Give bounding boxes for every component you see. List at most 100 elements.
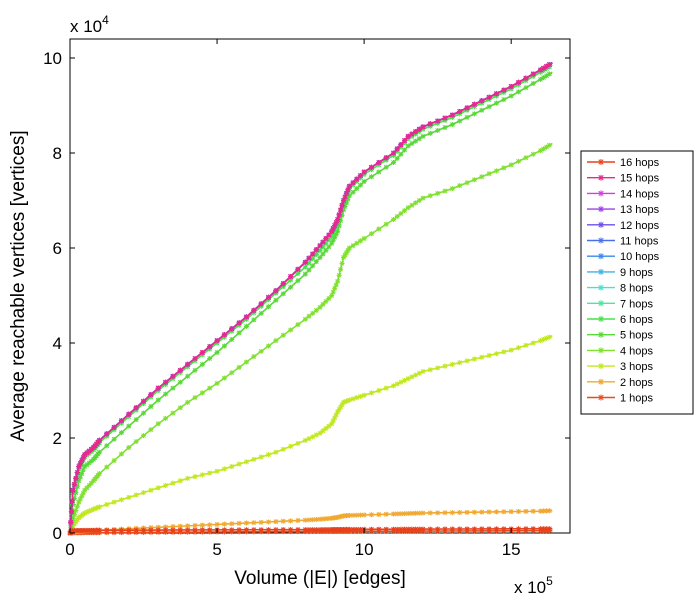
- data-point: [442, 526, 448, 532]
- data-point: [320, 428, 326, 434]
- legend-label: 8 hops: [620, 283, 654, 295]
- data-point: [273, 338, 279, 344]
- legend-marker: [598, 190, 604, 197]
- data-point: [74, 503, 80, 509]
- data-point: [148, 487, 154, 493]
- data-point: [546, 526, 552, 532]
- data-point: [486, 526, 492, 532]
- data-point: [229, 336, 235, 342]
- data-point: [530, 81, 536, 87]
- series-11-hops: [67, 62, 553, 536]
- legend-marker: [598, 159, 604, 165]
- y-tick-label: 8: [53, 144, 62, 163]
- data-point: [84, 485, 90, 491]
- data-point: [341, 255, 347, 260]
- data-point: [464, 509, 470, 515]
- data-point: [141, 433, 147, 439]
- data-point: [501, 526, 507, 532]
- data-point: [71, 481, 77, 487]
- data-point: [464, 114, 470, 120]
- legend-marker: [598, 331, 604, 338]
- legend-label: 5 hops: [620, 330, 654, 342]
- data-point: [516, 158, 522, 164]
- series-6-hops: [67, 64, 553, 536]
- data-point: [516, 526, 522, 532]
- data-point: [280, 281, 286, 287]
- series-line: [69, 62, 553, 534]
- data-point: [86, 483, 92, 488]
- data-point: [402, 147, 408, 153]
- x-tick-label: 15: [502, 540, 521, 559]
- data-point: [409, 526, 415, 532]
- data-point: [332, 285, 338, 291]
- data-point: [266, 452, 272, 458]
- data-point: [416, 370, 422, 376]
- data-point: [118, 527, 124, 533]
- legend-marker: [598, 300, 604, 307]
- data-point: [313, 307, 319, 313]
- data-point: [541, 508, 547, 514]
- series-line: [69, 62, 553, 534]
- data-point: [501, 165, 507, 171]
- data-point: [383, 385, 389, 391]
- data-point: [342, 194, 348, 200]
- data-point: [170, 524, 176, 530]
- data-point: [493, 91, 499, 97]
- data-point: [82, 487, 88, 493]
- data-point: [541, 65, 547, 71]
- data-point: [280, 332, 286, 338]
- data-point: [339, 402, 345, 408]
- data-point: [339, 202, 345, 208]
- data-point: [317, 243, 323, 249]
- data-point: [323, 516, 329, 522]
- data-point: [155, 421, 161, 427]
- data-point: [177, 527, 183, 533]
- data-point: [273, 449, 279, 455]
- data-point: [543, 508, 549, 514]
- data-point: [313, 516, 319, 522]
- data-point: [361, 179, 367, 184]
- data-point: [336, 212, 342, 218]
- data-point: [538, 67, 544, 73]
- x-axis: 0 5 10 15: [65, 39, 521, 559]
- legend-item: 3 hops: [587, 361, 654, 373]
- data-point: [79, 458, 85, 464]
- x-tick-label: 5: [212, 540, 221, 559]
- data-point: [383, 155, 389, 161]
- data-point: [280, 446, 286, 452]
- data-point: [416, 526, 422, 532]
- data-point: [493, 100, 499, 106]
- data-point: [391, 511, 397, 517]
- data-point: [317, 247, 323, 253]
- legend-label: 14 hops: [620, 188, 660, 200]
- data-point: [92, 506, 98, 512]
- legend-label: 10 hops: [620, 251, 660, 263]
- data-point: [346, 526, 352, 532]
- data-point: [391, 150, 397, 156]
- data-point: [326, 237, 332, 243]
- data-point: [111, 499, 117, 505]
- data-point: [493, 509, 499, 515]
- data-point: [323, 236, 329, 241]
- data-point: [336, 216, 342, 222]
- data-point: [74, 484, 80, 490]
- data-point: [523, 526, 529, 532]
- data-point: [479, 107, 485, 113]
- data-point: [376, 526, 382, 532]
- data-point: [464, 180, 470, 186]
- data-point: [104, 443, 110, 449]
- data-point: [357, 238, 363, 244]
- data-point: [104, 431, 110, 437]
- data-point: [541, 526, 547, 532]
- data-point: [350, 526, 356, 532]
- y-tick-label: 2: [53, 429, 62, 448]
- data-point: [383, 511, 389, 517]
- data-point: [368, 526, 374, 532]
- data-point: [339, 260, 345, 266]
- data-point: [79, 471, 85, 477]
- plot-area: 0 5 10 15 0 2 4 6 8 10: [43, 38, 571, 559]
- data-point: [329, 233, 335, 239]
- data-point: [402, 526, 408, 532]
- data-point: [409, 374, 415, 380]
- legend-marker: [598, 316, 604, 322]
